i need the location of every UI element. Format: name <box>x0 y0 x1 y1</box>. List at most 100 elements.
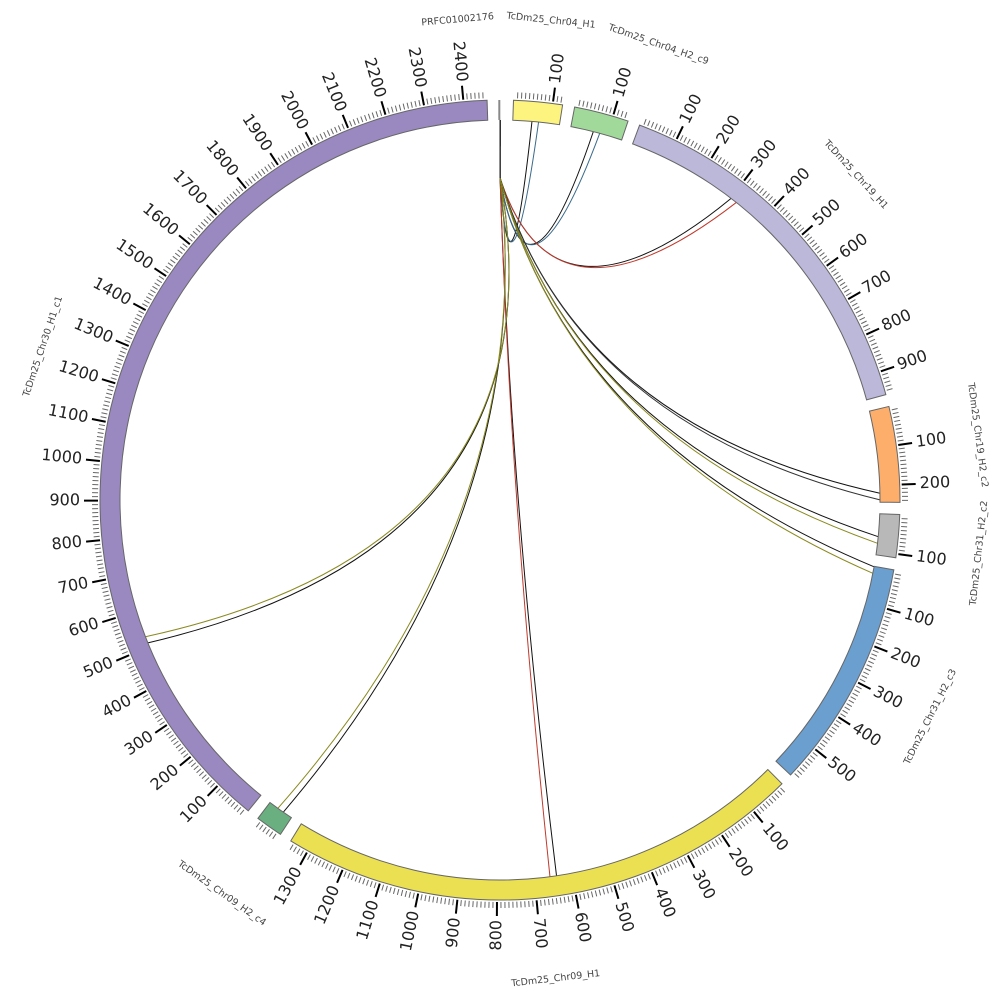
minor-tick <box>811 242 818 248</box>
minor-tick <box>430 97 433 104</box>
minor-tick <box>841 285 848 290</box>
minor-tick <box>173 740 179 746</box>
minor-tick <box>174 252 181 258</box>
minor-tick <box>835 719 842 725</box>
minor-tick <box>900 459 907 462</box>
minor-tick <box>217 204 223 210</box>
minor-tick <box>117 640 124 644</box>
minor-tick <box>121 346 128 351</box>
segment-TcDm25_Chr09_H2_c4 <box>257 801 293 836</box>
tick-label: 500 <box>824 752 860 786</box>
minor-tick <box>233 804 239 810</box>
minor-tick <box>418 100 421 107</box>
minor-tick <box>394 105 398 112</box>
minor-tick <box>875 642 882 646</box>
minor-tick <box>175 743 182 749</box>
tick-label: 300 <box>747 136 781 172</box>
major-tick <box>304 131 313 146</box>
minor-tick <box>98 571 105 574</box>
tick-label: 1600 <box>139 199 183 240</box>
minor-tick <box>113 369 120 373</box>
major-tick <box>85 458 100 463</box>
minor-tick <box>864 327 871 332</box>
minor-tick <box>647 120 651 127</box>
major-tick <box>178 234 191 246</box>
minor-tick <box>198 224 204 230</box>
minor-tick <box>849 299 856 303</box>
minor-tick <box>464 900 466 907</box>
minor-tick <box>864 667 871 672</box>
minor-tick <box>833 723 840 728</box>
minor-tick <box>560 96 563 103</box>
minor-tick <box>833 271 839 276</box>
major-tick <box>865 327 880 336</box>
minor-tick <box>257 171 263 177</box>
minor-tick <box>771 198 776 204</box>
minor-tick <box>780 787 786 793</box>
minor-tick <box>215 788 221 794</box>
minor-tick <box>148 292 154 297</box>
minor-tick <box>420 894 423 901</box>
minor-tick <box>244 180 250 187</box>
minor-tick <box>731 828 736 834</box>
minor-tick <box>598 889 602 896</box>
segment-TcDm25_Chr31_H2_c2 <box>875 513 901 559</box>
minor-tick <box>879 631 886 635</box>
minor-tick <box>389 886 392 893</box>
major-tick <box>85 539 101 543</box>
link-ribbon <box>499 177 878 544</box>
minor-tick <box>337 125 342 132</box>
minor-tick <box>402 103 406 110</box>
minor-tick <box>105 396 112 400</box>
tick-label: 800 <box>51 532 83 554</box>
minor-tick <box>899 455 906 458</box>
minor-tick <box>115 361 122 365</box>
minor-tick <box>267 164 272 170</box>
minor-tick <box>892 411 899 415</box>
tick-label: 1100 <box>46 400 90 427</box>
minor-tick <box>686 138 691 145</box>
minor-tick <box>166 731 172 736</box>
tick-label: 600 <box>571 910 595 944</box>
minor-tick <box>127 332 134 336</box>
minor-tick <box>107 388 114 392</box>
minor-tick <box>898 549 905 552</box>
major-tick <box>901 482 916 486</box>
minor-tick <box>154 282 160 287</box>
minor-tick <box>314 857 318 864</box>
minor-tick <box>107 609 114 613</box>
minor-tick <box>350 874 355 881</box>
minor-tick <box>114 365 121 369</box>
minor-tick <box>102 590 109 593</box>
minor-tick <box>385 885 388 892</box>
minor-tick <box>540 94 543 101</box>
minor-tick <box>559 897 562 904</box>
minor-tick <box>390 106 394 113</box>
minor-tick <box>747 816 752 822</box>
segment-TcDm25_Chr19_H2_c2 <box>868 405 901 503</box>
minor-tick <box>392 887 396 894</box>
major-tick <box>154 724 168 734</box>
minor-tick <box>844 706 851 711</box>
minor-tick <box>106 392 113 396</box>
minor-tick <box>103 404 110 407</box>
tick-label: 1700 <box>169 166 211 208</box>
tick-label: 300 <box>870 681 906 712</box>
tick-label: 300 <box>689 866 720 902</box>
minor-tick <box>125 658 131 662</box>
minor-tick <box>547 899 550 906</box>
minor-tick <box>870 342 877 346</box>
minor-tick <box>759 188 764 194</box>
major-tick <box>650 871 659 886</box>
minor-tick <box>98 424 106 427</box>
minor-tick <box>873 350 880 354</box>
minor-tick <box>821 255 828 260</box>
minor-tick <box>99 575 106 578</box>
minor-tick <box>328 864 333 871</box>
minor-tick <box>165 265 171 270</box>
minor-tick <box>708 843 713 850</box>
minor-tick <box>540 899 542 906</box>
minor-tick <box>438 96 441 103</box>
minor-tick <box>126 335 133 340</box>
